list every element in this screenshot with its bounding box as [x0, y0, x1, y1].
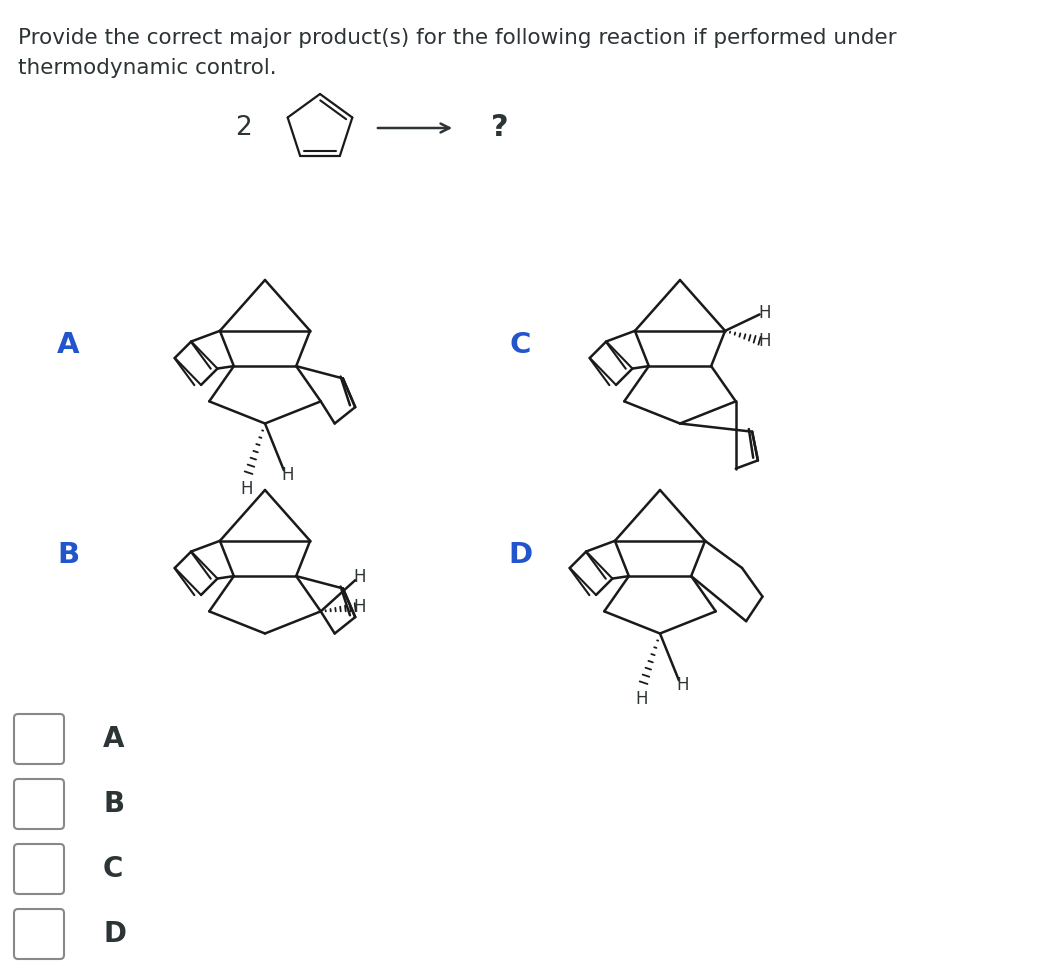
Text: thermodynamic control.: thermodynamic control.	[18, 58, 277, 78]
Text: 2: 2	[235, 115, 252, 141]
Text: Provide the correct major product(s) for the following reaction if performed und: Provide the correct major product(s) for…	[18, 28, 897, 48]
Text: H: H	[676, 676, 688, 694]
Text: H: H	[759, 304, 770, 322]
Text: D: D	[103, 920, 126, 948]
Text: B: B	[103, 790, 124, 818]
FancyBboxPatch shape	[14, 844, 64, 894]
Text: H: H	[354, 598, 366, 616]
FancyBboxPatch shape	[14, 779, 64, 829]
Text: ?: ?	[492, 113, 509, 142]
Text: D: D	[508, 541, 532, 569]
Text: H: H	[759, 332, 770, 349]
Text: H: H	[239, 480, 252, 498]
Text: H: H	[635, 690, 647, 709]
Text: C: C	[510, 331, 531, 359]
Text: A: A	[103, 725, 124, 753]
Text: A: A	[56, 331, 79, 359]
Text: B: B	[57, 541, 79, 569]
Text: H: H	[354, 568, 366, 586]
FancyBboxPatch shape	[14, 909, 64, 959]
Text: H: H	[281, 467, 294, 484]
Text: C: C	[103, 855, 123, 883]
FancyBboxPatch shape	[14, 714, 64, 764]
